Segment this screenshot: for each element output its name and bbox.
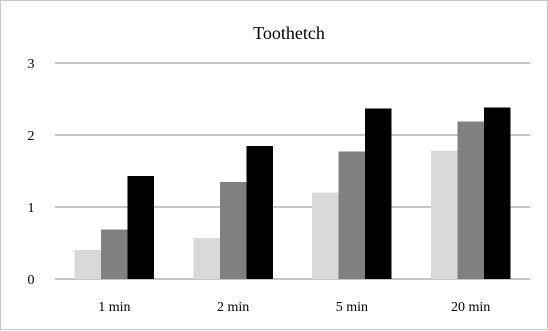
x-tick-label: 5 min: [336, 300, 368, 315]
x-tick-label: 2 min: [217, 300, 249, 315]
bar-1-min-series-3: [127, 176, 155, 279]
chart-title: Toothetch: [253, 23, 325, 43]
y-tick-label: 1: [28, 201, 35, 216]
x-tick-label: 1 min: [98, 300, 130, 315]
bar-2-min-series-2: [219, 181, 247, 279]
y-tick-label: 0: [28, 273, 35, 288]
bar-5-min-series-2: [338, 151, 366, 279]
bar-1-min-series-1: [74, 250, 102, 279]
y-tick-label: 3: [28, 57, 35, 72]
x-axis-ticks: 1 min 2 min 5 min 20 min: [98, 300, 490, 315]
bar-5-min-series-1: [312, 192, 339, 279]
x-tick-label: 20 min: [451, 300, 490, 315]
y-tick-label: 2: [28, 129, 35, 144]
bar-20-min-series-2: [457, 121, 484, 279]
bar-5-min-series-3: [365, 108, 392, 279]
bar-2-min-series-1: [193, 237, 220, 279]
bar-20-min-series-3: [483, 107, 511, 279]
bar-2-min-series-3: [246, 145, 273, 279]
bar-20-min-series-1: [430, 150, 458, 279]
y-axis-ticks: 0 1 2 3: [28, 57, 35, 288]
bars-group: [74, 107, 511, 279]
bar-1-min-series-2: [101, 229, 128, 279]
